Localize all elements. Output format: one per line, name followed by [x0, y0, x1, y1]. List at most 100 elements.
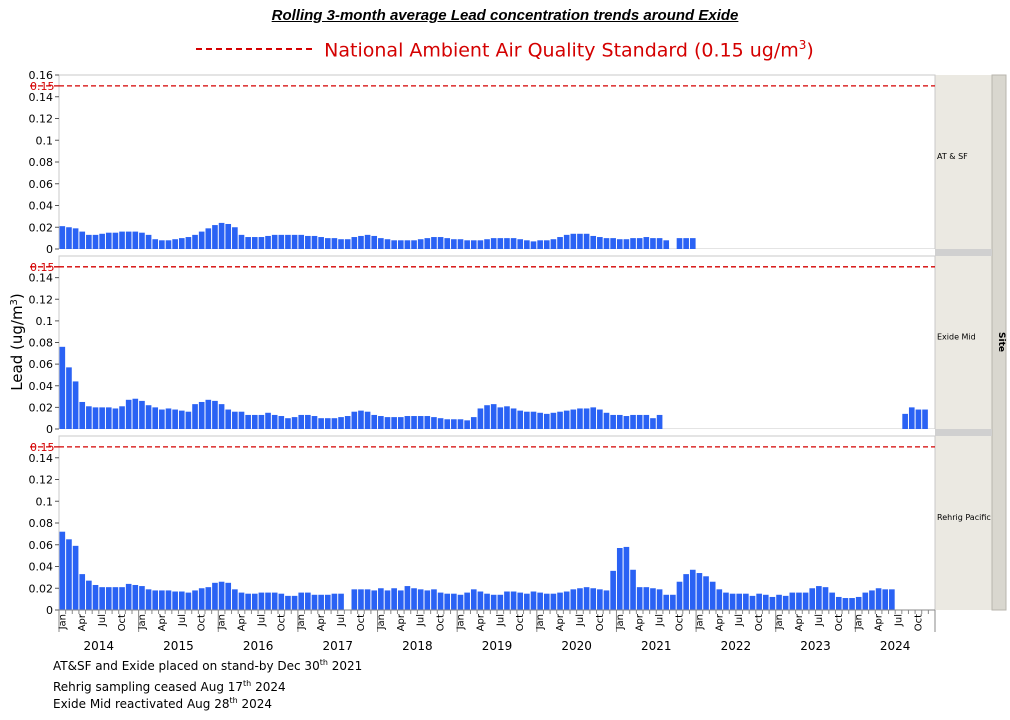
bar [318, 418, 324, 429]
bar [716, 589, 723, 610]
bar [597, 237, 603, 249]
site-label-strip [991, 74, 1007, 611]
bar [285, 234, 291, 249]
bar [683, 238, 689, 249]
bar [358, 410, 364, 429]
bar [238, 592, 245, 610]
bar [119, 406, 125, 429]
bar [245, 414, 251, 429]
bar [550, 593, 557, 610]
bar [723, 592, 729, 610]
bar [331, 418, 338, 429]
x-month-label: Jan [774, 614, 785, 630]
bar [676, 581, 683, 610]
x-month-label: Jul [814, 614, 825, 627]
bar [159, 590, 165, 610]
note-3-suffix: 2024 [237, 697, 273, 711]
bar [291, 234, 298, 249]
bar [762, 594, 769, 610]
bar [305, 592, 311, 610]
x-month-label: Jul [655, 614, 666, 627]
bar [371, 414, 378, 429]
y-tick-label: 0.04 [29, 200, 54, 213]
panel-gap [59, 429, 935, 436]
bar [79, 231, 86, 249]
note-1-text: AT&SF and Exide placed on stand-by Dec 3… [53, 659, 320, 673]
bar [105, 232, 112, 249]
bar [557, 592, 563, 610]
x-month-label: Oct [913, 614, 924, 631]
bar [616, 414, 623, 429]
bar [159, 240, 165, 249]
bar [431, 589, 437, 610]
x-month-label: Jul [177, 614, 188, 627]
bar [530, 591, 537, 610]
bar [198, 588, 205, 610]
bar [451, 593, 457, 610]
x-month-label: Jul [256, 614, 267, 627]
bar [869, 590, 875, 610]
bar [225, 582, 232, 610]
bar [610, 570, 616, 610]
x-month-label: Jul [894, 614, 905, 627]
bar [232, 227, 238, 249]
bar [590, 235, 597, 249]
bar [185, 237, 192, 249]
bar [66, 367, 72, 429]
bar [424, 590, 431, 610]
bar [610, 414, 616, 429]
bar [185, 411, 192, 429]
bar [371, 590, 378, 610]
bar [922, 409, 928, 429]
bar [265, 412, 271, 429]
bar [59, 226, 66, 249]
bar [543, 413, 550, 429]
y-tick-label: 0.12 [29, 113, 54, 126]
note-1-sup: th [319, 658, 328, 667]
bar [583, 408, 590, 429]
bar [285, 418, 291, 429]
bar [577, 588, 583, 610]
site-label: Rehrig Pacific [937, 513, 991, 522]
bar [530, 241, 537, 249]
bar [172, 591, 178, 610]
bar [278, 416, 285, 429]
bar [411, 588, 417, 610]
bar [616, 548, 623, 610]
bar [623, 239, 630, 249]
x-month-label: Oct [834, 614, 845, 631]
note-3-sup: th [229, 696, 238, 705]
bar [218, 404, 225, 429]
bar [397, 240, 404, 249]
bar [311, 235, 318, 249]
bar [431, 237, 437, 249]
bar [351, 411, 358, 429]
bar [105, 407, 112, 429]
y-tick-label: 0.06 [29, 178, 54, 191]
bar [311, 416, 318, 429]
x-month-label: Apr [396, 613, 407, 631]
bar [424, 238, 431, 249]
bar [676, 238, 683, 249]
bar [112, 232, 119, 249]
bar [570, 233, 577, 249]
bar [86, 580, 92, 610]
bar [444, 419, 451, 429]
x-month-label: Oct [356, 614, 367, 631]
note-1: AT&SF and Exide placed on stand-by Dec 3… [53, 658, 362, 673]
bar [86, 406, 92, 429]
x-month-label: Apr [77, 613, 88, 631]
bar [384, 417, 391, 429]
bar [862, 592, 869, 610]
note-3-text: Exide Mid reactivated Aug 28 [53, 697, 230, 711]
standard-value-label: 0.15 [30, 80, 55, 93]
bar [404, 586, 411, 610]
bar [464, 592, 470, 610]
bar [232, 411, 238, 429]
bar [431, 417, 437, 429]
x-month-label: Apr [635, 613, 646, 631]
bar [543, 240, 550, 249]
bar [318, 594, 324, 610]
bar [643, 587, 650, 610]
note-1-suffix: 2021 [327, 659, 363, 673]
